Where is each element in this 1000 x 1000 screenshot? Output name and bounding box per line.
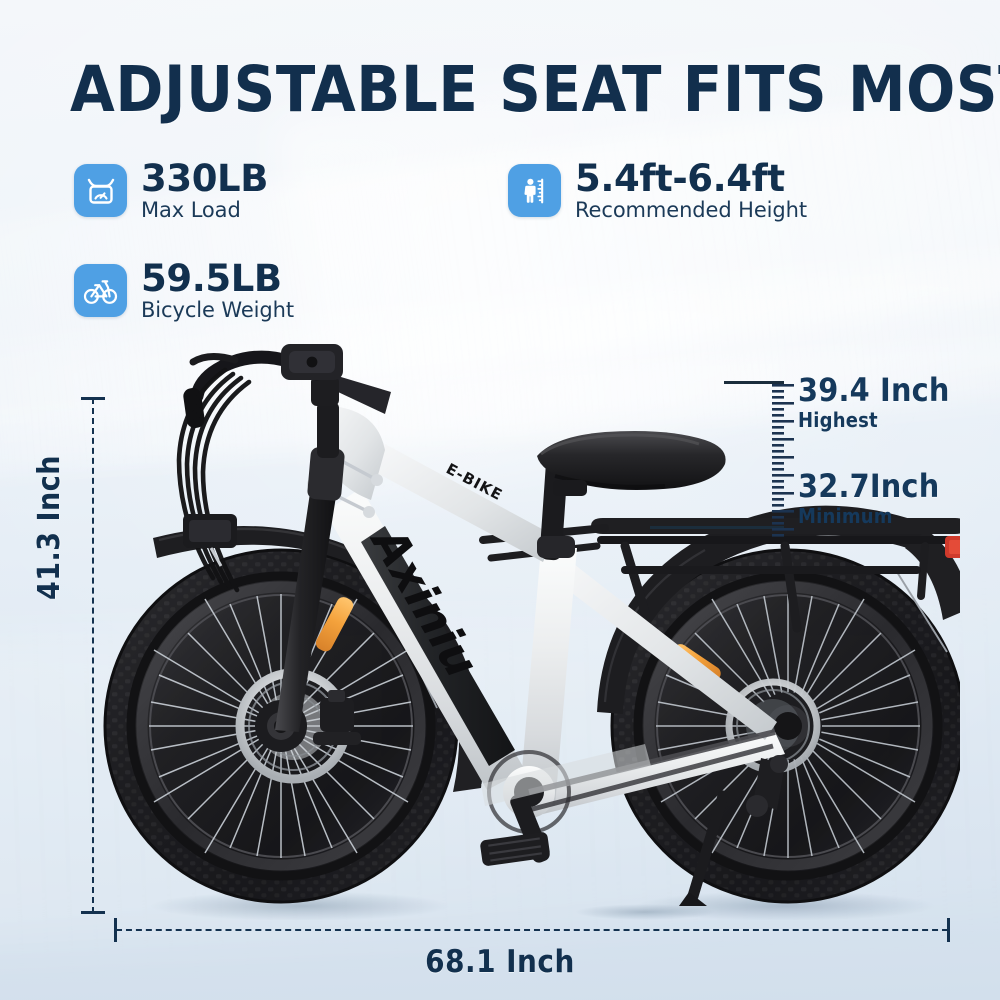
ground-shadow — [150, 891, 450, 920]
dimension-endcap — [81, 397, 105, 400]
scale-icon — [74, 164, 127, 217]
rear-derailleur — [746, 755, 788, 817]
spec-value: 5.4ft-6.4ft — [575, 157, 785, 200]
bicycle-icon — [74, 264, 127, 317]
spec-max-load: 330LB Max Load — [74, 160, 268, 221]
callout-value: 32.7Inch — [798, 467, 940, 505]
saddle — [537, 431, 726, 496]
seatpost-and-saddle — [537, 431, 726, 561]
display-unit — [281, 344, 343, 380]
spec-label: Max Load — [141, 198, 241, 222]
pedal — [480, 832, 550, 866]
spec-value: 59.5LB — [141, 257, 282, 300]
person-ruler-icon — [508, 164, 561, 217]
spec-bicycle-weight: 59.5LB Bicycle Weight — [74, 260, 294, 321]
headlight — [183, 514, 237, 567]
dimension-line — [92, 398, 94, 913]
ground-shadow — [575, 904, 715, 920]
kickstand — [679, 790, 729, 906]
callout-label: Minimum — [798, 504, 893, 528]
dimension-line — [116, 929, 948, 931]
dimension-height — [81, 392, 105, 919]
seat-height-ruler — [772, 384, 794, 537]
leader-line-minimum — [650, 526, 784, 529]
front-brake-caliper — [313, 690, 361, 745]
leader-line-highest — [724, 381, 784, 384]
spec-recommended-height: 5.4ft-6.4ft Recommended Height — [508, 160, 807, 221]
front-spoke-reflector — [315, 597, 354, 652]
dimension-endcap — [947, 918, 950, 942]
battery-downtube — [361, 526, 515, 766]
callout-value: 39.4 Inch — [798, 371, 950, 409]
dimension-endcap — [81, 911, 105, 914]
front-fork — [275, 402, 345, 732]
product-image-ebike: E-BIKE Axiniu — [103, 344, 960, 920]
callout-label: Highest — [798, 408, 878, 432]
page-title: ADJUSTABLE SEAT FITS MOST — [70, 53, 1000, 126]
dimension-length — [110, 918, 954, 942]
callout-seat-highest: 39.4 Inch Highest — [798, 374, 950, 430]
seatpost-clamp — [537, 536, 575, 558]
dimension-endcap — [114, 918, 117, 942]
handlebar-assembly — [176, 344, 391, 593]
spec-value: 330LB — [141, 157, 269, 200]
spec-label: Recommended Height — [575, 198, 807, 222]
callout-seat-minimum: 32.7Inch Minimum — [798, 470, 939, 526]
dimension-height-label: 41.3 Inch — [32, 455, 67, 600]
spec-label: Bicycle Weight — [141, 298, 294, 322]
motor-housing — [481, 744, 651, 806]
dimension-length-label: 68.1 Inch — [425, 944, 575, 980]
